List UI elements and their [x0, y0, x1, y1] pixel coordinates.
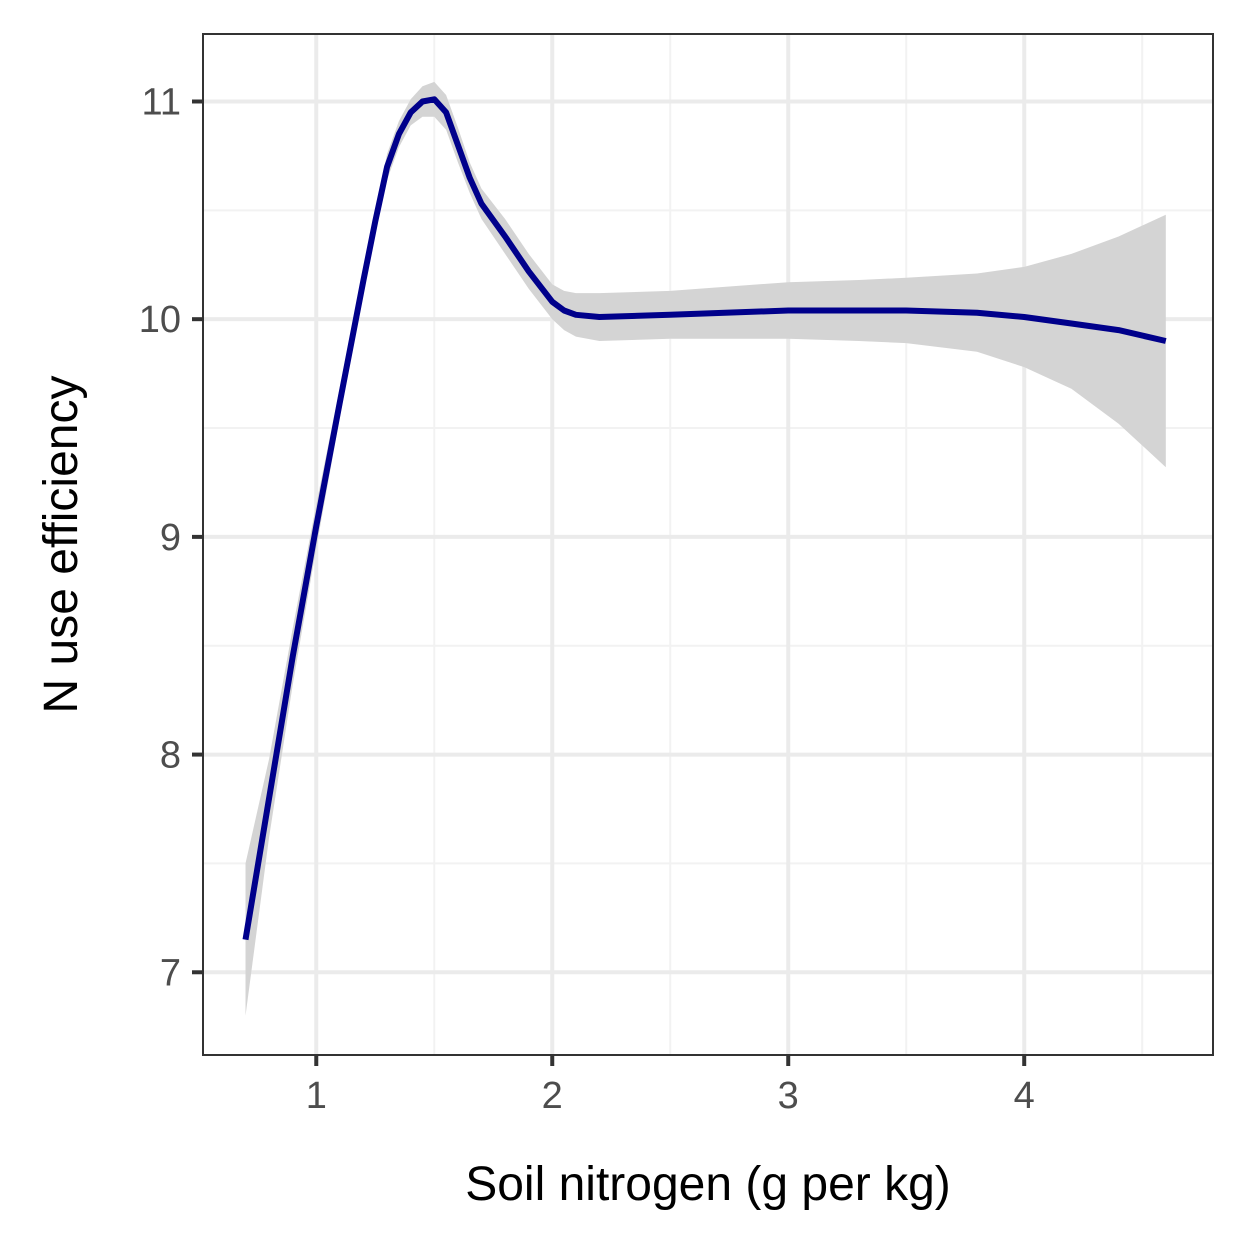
y-tick-label: 8 — [160, 735, 181, 777]
y-tick-label: 7 — [160, 952, 181, 994]
axis-ticks: 1 2 3 4 7 8 9 10 11 — [139, 81, 1035, 1117]
y-tick-label: 10 — [139, 299, 181, 341]
x-axis-title: Soil nitrogen (g per kg) — [465, 1158, 951, 1211]
x-tick-label: 3 — [778, 1075, 799, 1117]
x-tick-label: 1 — [306, 1075, 327, 1117]
x-tick-label: 4 — [1014, 1075, 1035, 1117]
y-tick-label: 11 — [142, 81, 181, 123]
panel-border — [202, 33, 1214, 1056]
series-line — [242, 96, 1167, 941]
y-axis-title: N use efficiency — [35, 376, 88, 714]
grid — [203, 34, 1213, 1055]
x-tick-label: 2 — [542, 1075, 563, 1117]
y-tick-label: 9 — [160, 517, 181, 559]
confidence-band — [245, 81, 1166, 1016]
